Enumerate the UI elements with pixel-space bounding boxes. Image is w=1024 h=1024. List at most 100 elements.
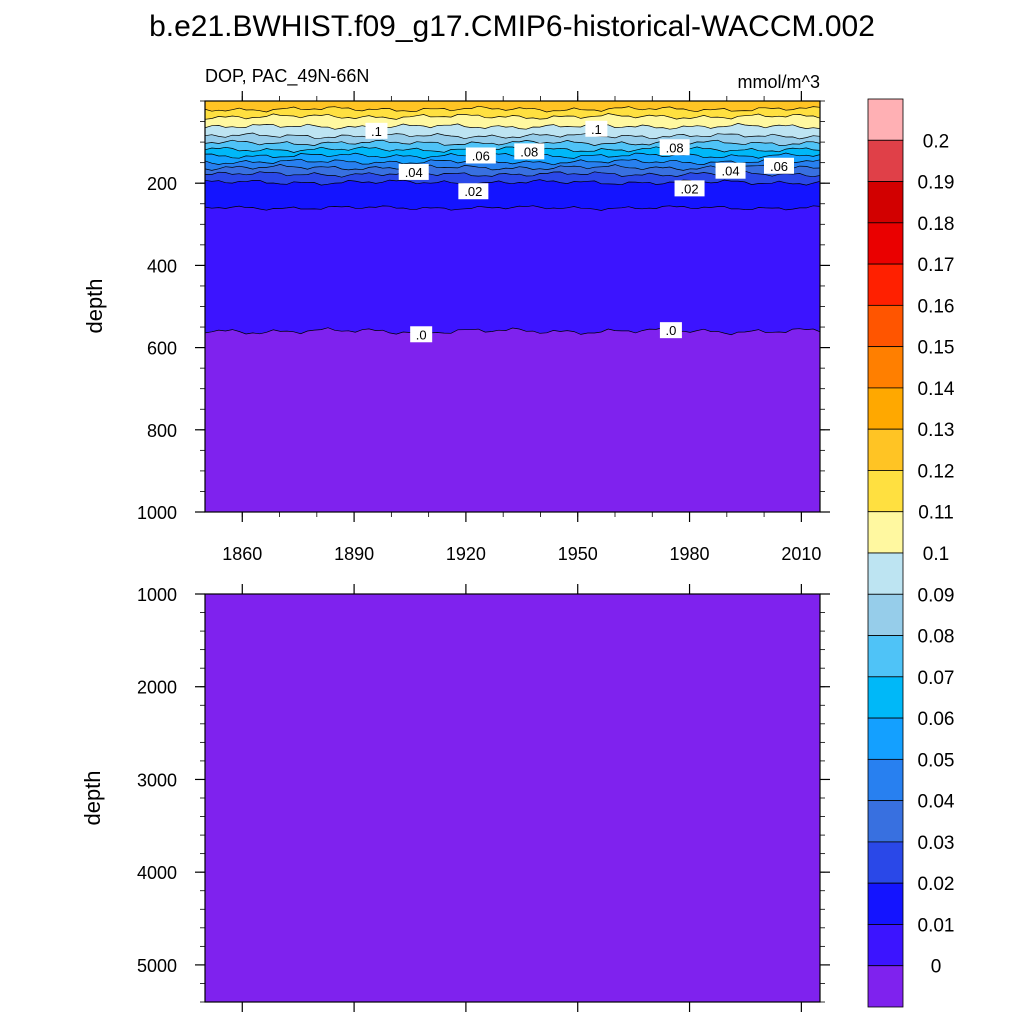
contour-line-0.09 bbox=[205, 132, 820, 140]
colorbar-label: 0.12 bbox=[918, 461, 955, 482]
colorbar-label: 0.06 bbox=[918, 709, 955, 730]
lower-plot-area bbox=[205, 594, 820, 1002]
contour-band-0 bbox=[205, 327, 820, 512]
colorbar-swatch bbox=[867, 263, 904, 306]
lower-y-tick-label: 1000 bbox=[137, 585, 177, 605]
contour-label-text: .04 bbox=[405, 165, 423, 180]
contour-label-text: .1 bbox=[591, 122, 602, 137]
contour-label-text: .02 bbox=[464, 184, 482, 199]
upper-subtitle-left: DOP, PAC_49N-66N bbox=[205, 66, 369, 87]
colorbar-label: 0.11 bbox=[918, 503, 954, 524]
colorbar-swatch bbox=[867, 304, 904, 348]
colorbar: 0.2 0.19 0.18 0.17 0.16 0.15 0.14 0.13 0.12 0.11 0… bbox=[867, 98, 955, 1008]
colorbar-label: 0.14 bbox=[918, 379, 955, 400]
contour-label: .08 bbox=[514, 143, 545, 160]
upper-y-tick-label: 600 bbox=[147, 339, 177, 359]
colorbar-label: 0.15 bbox=[918, 338, 955, 359]
lower-y-tick-label: 2000 bbox=[137, 678, 177, 698]
upper-plot-area: .1 .1 .06 .08 .08 .04 .04 .06 .02 .02 .0 .0 bbox=[205, 101, 820, 512]
lower-y-tick-label: 3000 bbox=[137, 770, 177, 790]
upper-x-tick-label: 1890 bbox=[334, 544, 374, 564]
contour-line-0.07 bbox=[205, 146, 820, 153]
contour-label: .04 bbox=[398, 163, 429, 180]
colorbar-swatch bbox=[867, 758, 904, 802]
colorbar-swatch bbox=[867, 965, 904, 1008]
upper-subtitle-right: mmol/m^3 bbox=[738, 72, 820, 92]
contour-label-text: .02 bbox=[681, 181, 699, 196]
colorbar-label: 0.17 bbox=[918, 255, 955, 276]
colorbar-label: 0.19 bbox=[918, 173, 955, 194]
contour-label: .02 bbox=[458, 183, 489, 200]
colorbar-swatch bbox=[867, 676, 904, 719]
upper-x-tick-label: 1980 bbox=[670, 544, 710, 564]
lower-y-tick-label: 4000 bbox=[137, 863, 177, 883]
upper-y-tick-label: 400 bbox=[147, 256, 177, 276]
colorbar-swatch bbox=[867, 346, 904, 389]
upper-x-tick-label: 1860 bbox=[222, 544, 262, 564]
colorbar-label: 0.01 bbox=[918, 915, 955, 936]
upper-x-tick-label: 1920 bbox=[446, 544, 486, 564]
colorbar-label: 0.08 bbox=[918, 627, 955, 648]
colorbar-swatch bbox=[867, 552, 904, 595]
lower-field-fill bbox=[205, 594, 820, 1002]
contour-label: .06 bbox=[465, 147, 496, 164]
contour-label-text: .08 bbox=[666, 140, 684, 155]
lower-axes: 1000 2000 3000 4000 5000 bbox=[137, 584, 830, 1012]
colorbar-swatch bbox=[867, 139, 904, 182]
upper-y-tick-label: 200 bbox=[147, 174, 177, 194]
contour-line-0.01 bbox=[205, 205, 820, 211]
colorbar-label: 0.04 bbox=[918, 792, 955, 813]
colorbar-swatch bbox=[867, 511, 904, 554]
contour-line-0 bbox=[205, 327, 820, 336]
contour-label: .08 bbox=[659, 139, 690, 156]
contour-label-text: .1 bbox=[371, 124, 382, 139]
colorbar-swatch bbox=[867, 717, 904, 760]
contour-label-text: .0 bbox=[416, 327, 427, 342]
colorbar-label: 0.02 bbox=[918, 874, 955, 895]
contour-label-text: .06 bbox=[770, 159, 788, 174]
lower-y-tick-label: 5000 bbox=[137, 956, 177, 976]
contour-line-0.11 bbox=[205, 113, 820, 120]
contour-line-0.06 bbox=[205, 152, 820, 160]
colorbar-label: 0.1 bbox=[923, 544, 949, 565]
upper-x-tick-label: 1950 bbox=[558, 544, 598, 564]
contour-label-text: .04 bbox=[722, 164, 740, 179]
colorbar-swatch bbox=[867, 882, 904, 925]
contour-label-text: .06 bbox=[472, 148, 490, 163]
page-title: b.e21.BWHIST.f09_g17.CMIP6-historical-WA… bbox=[149, 10, 875, 43]
colorbar-label: 0.09 bbox=[918, 585, 955, 606]
contour-line-0.08 bbox=[205, 139, 820, 146]
upper-y-axis-label: depth bbox=[82, 278, 107, 333]
colorbar-swatch bbox=[867, 98, 904, 141]
colorbar-label: 0.03 bbox=[918, 833, 955, 854]
contour-label: .1 bbox=[585, 120, 608, 137]
contour-label: .06 bbox=[764, 157, 794, 174]
colorbar-swatch bbox=[867, 470, 904, 513]
upper-y-tick-label: 800 bbox=[147, 421, 177, 441]
colorbar-swatch bbox=[867, 841, 904, 884]
colorbar-swatch bbox=[867, 222, 904, 265]
contour-line-0.12 bbox=[205, 105, 820, 113]
colorbar-swatch bbox=[867, 800, 904, 843]
contour-label: .0 bbox=[659, 322, 682, 339]
colorbar-swatch bbox=[867, 635, 904, 678]
contour-label: .0 bbox=[410, 326, 433, 343]
contour-line-0.1 bbox=[205, 123, 820, 130]
colorbar-swatch bbox=[867, 924, 904, 967]
colorbar-swatch bbox=[867, 593, 904, 636]
contour-label: .02 bbox=[674, 180, 705, 197]
colorbar-label: 0.13 bbox=[918, 420, 955, 441]
upper-x-tick-label: 2010 bbox=[781, 544, 821, 564]
contour-label: .1 bbox=[365, 122, 388, 139]
contour-line-0.02 bbox=[205, 179, 820, 186]
contour-label-text: .08 bbox=[520, 144, 538, 159]
lower-y-axis-label: depth bbox=[80, 770, 105, 825]
colorbar-label: 0.16 bbox=[918, 296, 955, 317]
upper-axes: 200 400 600 800 1000 1860 1890 1920 1950 1980 2010 bbox=[137, 91, 830, 564]
colorbar-label: 0.2 bbox=[923, 131, 949, 152]
colorbar-swatch bbox=[867, 387, 904, 430]
colorbar-swatch bbox=[867, 181, 904, 224]
colorbar-label: 0.07 bbox=[918, 668, 955, 689]
colorbar-swatch bbox=[867, 428, 904, 471]
